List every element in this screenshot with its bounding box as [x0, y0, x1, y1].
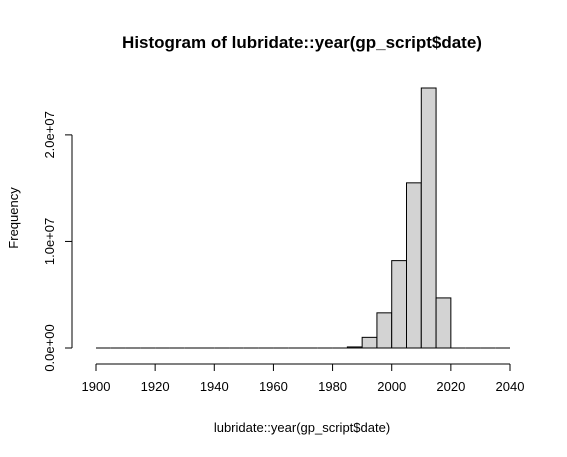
- x-tick-label: 1960: [259, 379, 288, 394]
- x-tick-label: 2020: [436, 379, 465, 394]
- y-axis: 0.0e+00 1.0e+07 2.0e+07: [42, 111, 73, 372]
- x-axis-label: lubridate::year(gp_script$date): [214, 420, 390, 435]
- y-tick-label: 0.0e+00: [42, 324, 57, 371]
- y-tick-label: 1.0e+07: [42, 218, 57, 265]
- x-tick-label: 1940: [200, 379, 229, 394]
- histogram-bar: [376, 312, 393, 349]
- x-tick-label: 1980: [318, 379, 347, 394]
- x-tick-label: 2040: [496, 379, 525, 394]
- histogram-bar: [435, 297, 452, 349]
- bars-group: [96, 87, 510, 349]
- y-tick-label: 2.0e+07: [42, 111, 57, 158]
- y-axis-label: Frequency: [6, 187, 21, 249]
- x-tick-label: 2000: [377, 379, 406, 394]
- chart-title: Histogram of lubridate::year(gp_script$d…: [122, 33, 482, 52]
- histogram-bar: [406, 182, 422, 349]
- x-tick-label: 1900: [82, 379, 111, 394]
- histogram-bar: [346, 346, 363, 349]
- histogram-bar: [420, 87, 437, 349]
- x-axis: 1900 1920 1940 1960 1980 2000 2020 2040: [82, 363, 525, 394]
- histogram-bar: [391, 260, 408, 349]
- histogram-bar: [361, 336, 378, 349]
- x-tick-label: 1920: [141, 379, 170, 394]
